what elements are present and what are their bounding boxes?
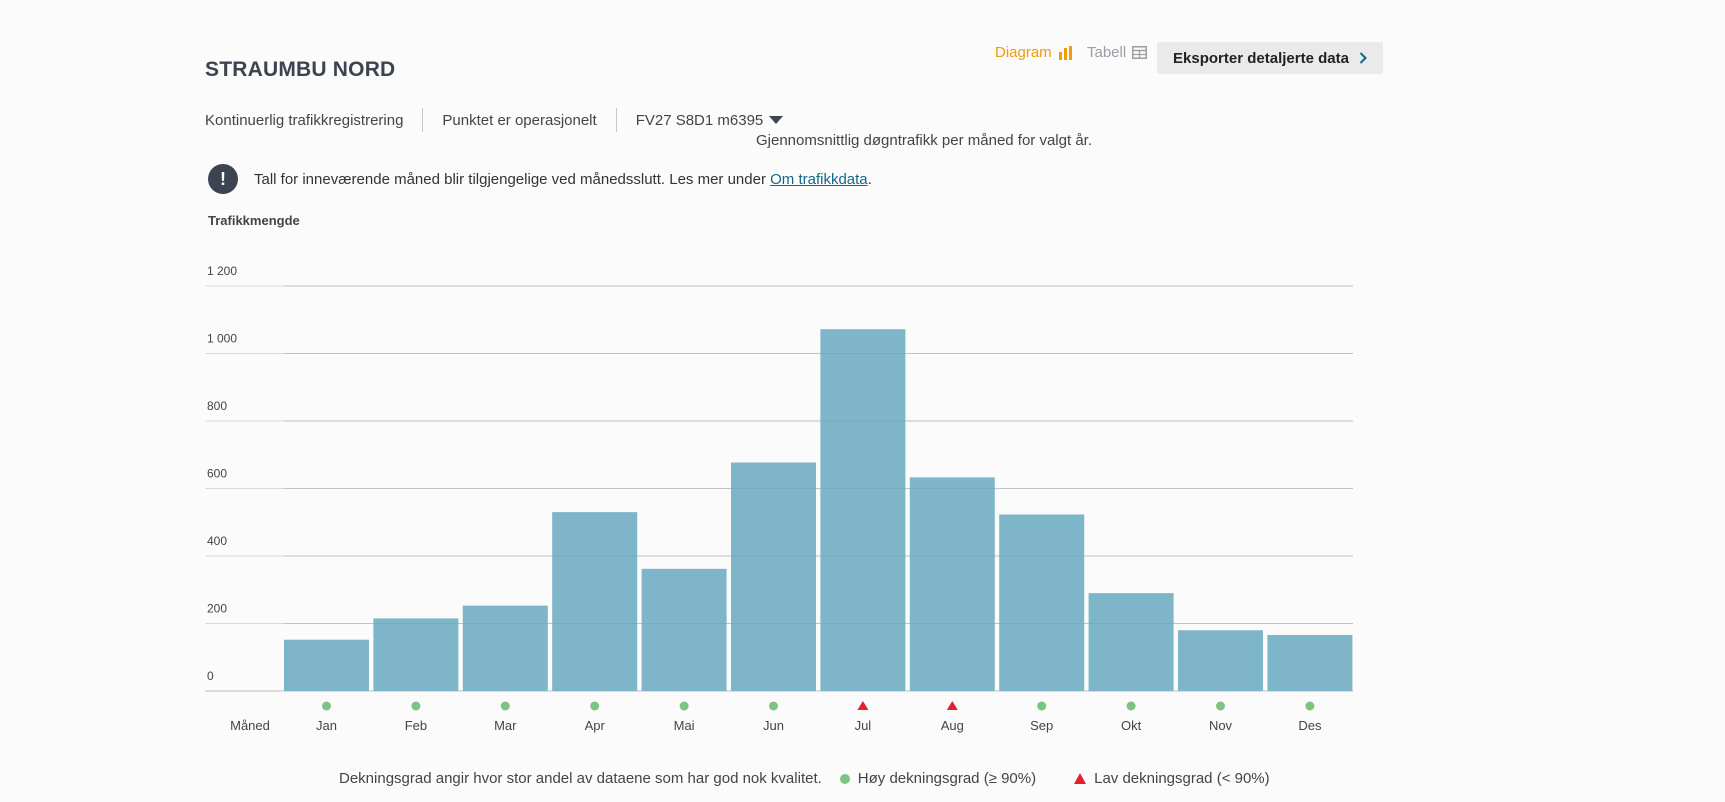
y-tick-label: 400 xyxy=(207,534,227,548)
high-coverage-dot-icon xyxy=(769,701,778,711)
x-tick-label: Jan xyxy=(316,718,337,733)
bar-mar xyxy=(462,605,548,691)
bar-apr xyxy=(552,512,638,691)
page-title: STRAUMBU NORD xyxy=(205,58,396,81)
low-coverage-triangle-icon xyxy=(946,701,958,710)
x-tick-label: Mai xyxy=(674,718,695,733)
high-coverage-dot-icon xyxy=(679,701,689,711)
tab-diagram-label: Diagram xyxy=(995,44,1052,61)
bar-mai xyxy=(641,568,727,691)
legend-low-label: Lav dekningsgrad (< 90%) xyxy=(1094,770,1270,787)
x-tick-label: Okt xyxy=(1121,718,1142,733)
high-coverage-dot-icon xyxy=(590,701,600,711)
x-tick-label: Des xyxy=(1298,718,1322,733)
x-tick-label: Aug xyxy=(941,718,964,733)
chevron-right-icon xyxy=(1359,52,1367,64)
notice-end: . xyxy=(867,170,872,188)
high-coverage-dot-icon xyxy=(411,701,421,711)
caret-down-icon xyxy=(769,116,784,124)
om-trafikkdata-link[interactable]: Om trafikkdata xyxy=(770,170,868,188)
bar-feb xyxy=(373,618,459,691)
notice-message: Tall for inneværende måned blir tilgjeng… xyxy=(254,170,771,188)
bar-okt xyxy=(1088,593,1174,691)
high-coverage-dot-icon xyxy=(1037,701,1047,711)
y-tick-label: 800 xyxy=(207,399,227,413)
y-tick-label: 1 200 xyxy=(207,264,237,278)
meta-row: Kontinuerlig trafikkregistrering Punktet… xyxy=(205,108,784,132)
high-coverage-dot-icon xyxy=(1305,701,1315,711)
high-coverage-dot-icon xyxy=(500,701,510,711)
bar-jan xyxy=(284,639,369,691)
high-coverage-dot-icon xyxy=(839,773,850,784)
y-tick-label: 200 xyxy=(207,602,227,616)
high-coverage-dot-icon xyxy=(322,701,331,711)
x-tick-label: Jun xyxy=(763,718,784,733)
high-coverage-dot-icon xyxy=(1216,701,1225,711)
x-tick-label: Nov xyxy=(1209,718,1233,733)
operational-status: Punktet er operasjonelt xyxy=(442,111,597,129)
y-tick-label: 0 xyxy=(207,669,214,683)
bar-jun xyxy=(731,462,816,691)
divider xyxy=(422,108,424,132)
bar-nov xyxy=(1178,630,1263,691)
export-button-label: Eksporter detaljerte data xyxy=(1173,49,1349,67)
bar-chart-icon xyxy=(1058,45,1072,60)
notice-banner: ! Tall for inneværende måned blir tilgje… xyxy=(208,164,872,194)
bar-jul xyxy=(820,329,906,691)
x-tick-label: Jul xyxy=(855,718,872,733)
y-axis-title: Trafikkmengde xyxy=(208,213,300,228)
tab-tabell-label: Tabell xyxy=(1087,44,1127,61)
x-tick-label: Apr xyxy=(585,718,606,733)
low-coverage-triangle-icon xyxy=(1074,773,1087,784)
export-button[interactable]: Eksporter detaljerte data xyxy=(1157,42,1383,74)
road-reference-value: FV27 S8D1 m6395 xyxy=(635,111,764,129)
coverage-legend: Dekningsgrad angir hvor stor andel av da… xyxy=(339,770,1270,787)
bar-sep xyxy=(999,514,1085,691)
chart-subtitle: Gjennomsnittlig døgntrafikk per måned fo… xyxy=(756,132,1092,149)
x-tick-label: Feb xyxy=(405,718,427,733)
tab-diagram[interactable]: Diagram xyxy=(995,44,1074,61)
notice-text: Tall for inneværende måned blir tilgjeng… xyxy=(254,171,872,188)
table-icon xyxy=(1132,46,1148,59)
road-reference-select[interactable]: FV27 S8D1 m6395 xyxy=(636,112,784,129)
bar-des xyxy=(1267,634,1353,691)
exclamation-icon: ! xyxy=(208,164,238,194)
divider xyxy=(615,108,617,132)
legend-high-label: Høy dekningsgrad (≥ 90%) xyxy=(857,770,1037,787)
x-axis-title: Måned xyxy=(230,718,270,733)
bar-aug xyxy=(909,477,995,691)
legend-description: Dekningsgrad angir hvor stor andel av da… xyxy=(339,770,822,787)
low-coverage-triangle-icon xyxy=(857,701,869,710)
y-tick-label: 1 000 xyxy=(207,332,237,346)
x-tick-label: Sep xyxy=(1030,718,1053,733)
registration-type: Kontinuerlig trafikkregistrering xyxy=(205,111,404,129)
high-coverage-dot-icon xyxy=(1126,701,1136,711)
tab-tabell[interactable]: Tabell xyxy=(1087,44,1148,61)
y-tick-label: 600 xyxy=(207,467,227,481)
x-tick-label: Mar xyxy=(494,718,517,733)
